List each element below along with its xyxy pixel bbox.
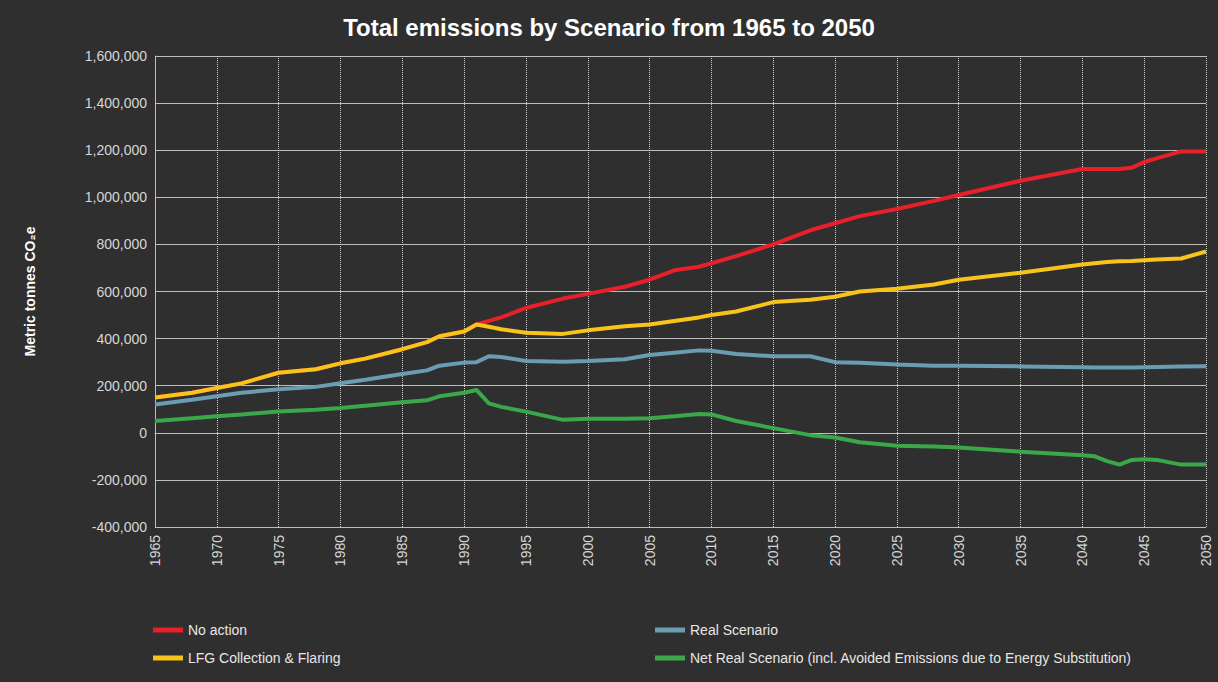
svg-text:Metric tonnes CO₂e: Metric tonnes CO₂e <box>22 226 38 356</box>
svg-text:1965: 1965 <box>147 535 163 566</box>
svg-text:1,000,000: 1,000,000 <box>85 189 147 205</box>
svg-text:2015: 2015 <box>765 535 781 566</box>
svg-text:1990: 1990 <box>456 535 472 566</box>
svg-text:600,000: 600,000 <box>96 284 147 300</box>
svg-text:2025: 2025 <box>889 535 905 566</box>
svg-text:2020: 2020 <box>827 535 843 566</box>
svg-text:1970: 1970 <box>209 535 225 566</box>
svg-text:LFG Collection & Flaring: LFG Collection & Flaring <box>188 650 341 666</box>
svg-text:-400,000: -400,000 <box>92 519 147 535</box>
svg-text:2050: 2050 <box>1198 535 1214 566</box>
svg-text:Real Scenario: Real Scenario <box>690 622 778 638</box>
svg-text:2035: 2035 <box>1013 535 1029 566</box>
svg-text:800,000: 800,000 <box>96 236 147 252</box>
svg-text:1985: 1985 <box>394 535 410 566</box>
svg-text:2045: 2045 <box>1136 535 1152 566</box>
svg-text:2040: 2040 <box>1074 535 1090 566</box>
svg-text:1,200,000: 1,200,000 <box>85 142 147 158</box>
svg-text:2010: 2010 <box>703 535 719 566</box>
svg-text:1980: 1980 <box>332 535 348 566</box>
svg-text:Net Real Scenario (incl. Avoid: Net Real Scenario (incl. Avoided Emissio… <box>690 650 1131 666</box>
svg-text:1975: 1975 <box>271 535 287 566</box>
svg-text:200,000: 200,000 <box>96 378 147 394</box>
svg-text:2000: 2000 <box>580 535 596 566</box>
svg-text:2030: 2030 <box>951 535 967 566</box>
svg-text:1,600,000: 1,600,000 <box>85 48 147 64</box>
svg-text:-200,000: -200,000 <box>92 472 147 488</box>
svg-text:0: 0 <box>139 425 147 441</box>
svg-text:1995: 1995 <box>518 535 534 566</box>
svg-text:Total emissions by Scenario fr: Total emissions by Scenario from 1965 to… <box>343 14 875 41</box>
svg-text:1,400,000: 1,400,000 <box>85 95 147 111</box>
svg-text:2005: 2005 <box>642 535 658 566</box>
svg-text:400,000: 400,000 <box>96 331 147 347</box>
svg-text:No action: No action <box>188 622 247 638</box>
